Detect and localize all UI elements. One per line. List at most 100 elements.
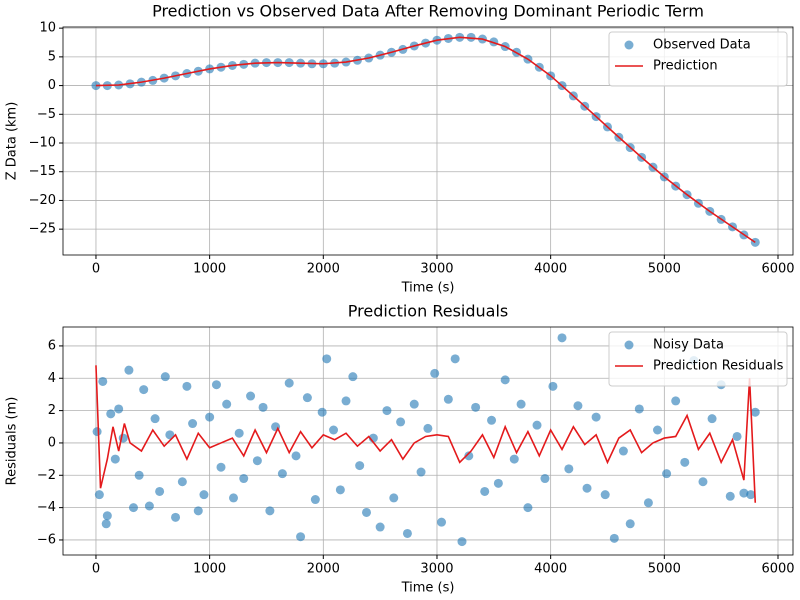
data-point	[101, 519, 111, 529]
data-point	[557, 333, 567, 343]
data-point	[480, 486, 490, 496]
x-axis-label: Time (s)	[401, 581, 455, 596]
data-point	[500, 375, 510, 385]
data-point	[564, 464, 574, 474]
data-point	[258, 402, 268, 412]
y-tick-label: 0	[48, 78, 56, 93]
data-point	[443, 394, 453, 404]
legend: Observed Data Prediction	[608, 31, 788, 87]
legend-label: Observed Data	[653, 38, 751, 53]
y-tick-label: 10	[39, 21, 56, 36]
plot-frame	[62, 326, 794, 556]
y-tick-label: −25	[29, 222, 56, 237]
data-point	[128, 503, 138, 513]
data-point	[746, 490, 756, 500]
x-tick-label: 5000	[648, 262, 681, 277]
legend-box	[608, 331, 788, 387]
data-point	[402, 528, 412, 538]
data-point	[457, 537, 467, 547]
data-point	[389, 493, 399, 503]
x-axis-label: Time (s)	[401, 281, 455, 296]
data-point	[98, 376, 108, 386]
data-point	[155, 486, 165, 496]
x-tick-label: 5000	[648, 562, 681, 577]
x-tick-label: 1000	[193, 262, 226, 277]
data-point	[671, 396, 681, 406]
data-point	[329, 425, 339, 435]
data-point	[509, 454, 519, 464]
data-point	[662, 469, 672, 479]
y-axis-label: Z Data (km)	[5, 102, 20, 181]
data-point	[618, 446, 628, 456]
legend-label: Noisy Data	[653, 338, 724, 353]
data-point	[246, 391, 256, 401]
data-point	[193, 506, 203, 516]
data-point	[229, 493, 239, 503]
data-point	[322, 354, 332, 364]
data-point	[284, 378, 294, 388]
x-tick-label: 1000	[193, 562, 226, 577]
data-point	[416, 467, 426, 477]
data-point	[355, 461, 365, 471]
data-point	[234, 428, 244, 438]
data-line	[95, 36, 756, 244]
data-point	[437, 517, 447, 527]
data-point	[362, 507, 372, 517]
data-point	[252, 456, 262, 466]
data-point	[532, 420, 542, 430]
data-point	[310, 495, 320, 505]
data-point	[634, 404, 644, 414]
legend-label: Prediction Residuals	[653, 359, 784, 374]
data-point	[188, 419, 198, 429]
legend-box	[608, 31, 788, 87]
data-line	[95, 365, 757, 503]
data-point	[102, 511, 112, 521]
data-point	[134, 470, 144, 480]
data-point	[409, 399, 419, 409]
data-point	[698, 477, 708, 487]
y-tick-label: −15	[29, 164, 56, 179]
plot-panel: 0 1000 2000 3000 4000 5000 6000 −6 −4 −2 0 2 4 6 Predi…	[5, 302, 795, 596]
data-point	[106, 409, 116, 419]
x-tick-label: 2000	[307, 262, 340, 277]
data-point	[177, 477, 187, 487]
y-axis-label: Residuals (m)	[5, 397, 20, 486]
data-point	[94, 490, 104, 500]
legend-label: Prediction	[653, 59, 718, 74]
data-point	[296, 532, 306, 542]
x-tick-label: 0	[92, 262, 100, 277]
legend-marker	[624, 40, 634, 50]
data-point	[732, 431, 742, 441]
data-point	[540, 474, 550, 484]
data-point	[160, 372, 170, 382]
data-point	[110, 454, 120, 464]
data-point	[265, 506, 275, 516]
data-point	[450, 354, 460, 364]
data-point	[643, 498, 653, 508]
data-point	[317, 407, 327, 417]
y-tick-label: −20	[29, 193, 56, 208]
data-point	[523, 503, 533, 513]
x-tick-label: 4000	[534, 562, 567, 577]
data-point	[222, 399, 232, 409]
data-point	[375, 522, 385, 532]
x-tick-label: 3000	[420, 562, 453, 577]
data-point	[464, 451, 474, 461]
data-point	[548, 381, 558, 391]
data-point	[396, 417, 406, 427]
y-tick-label: 4	[48, 371, 56, 386]
data-point	[430, 368, 440, 378]
data-point	[423, 423, 433, 433]
data-point	[348, 372, 358, 382]
x-tick-label: 4000	[534, 262, 567, 277]
y-tick-label: −10	[29, 136, 56, 151]
y-tick-label: −5	[37, 107, 56, 122]
y-tick-label: −2	[37, 468, 56, 483]
data-point	[114, 404, 124, 414]
data-point	[739, 488, 749, 498]
data-point	[205, 412, 215, 422]
legend-marker	[624, 340, 634, 350]
chart-title: Prediction vs Observed Data After Removi…	[152, 2, 704, 21]
data-point	[680, 457, 690, 467]
